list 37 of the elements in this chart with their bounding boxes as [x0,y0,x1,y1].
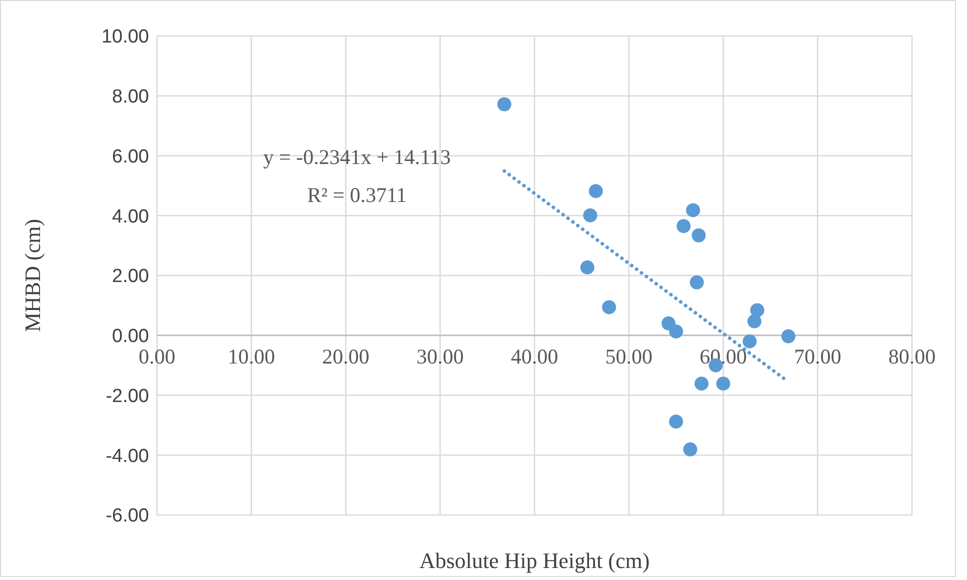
point [750,303,764,318]
x-tick-label: 70.00 [794,344,842,368]
x-axis-title: Absolute Hip Height (cm) [419,548,650,573]
point [742,334,757,348]
x-tick-label: 80.00 [888,344,936,368]
y-axis-title: MHBD (cm) [20,218,45,332]
point [694,376,709,391]
y-tick-label: -4.00 [106,446,149,467]
point [669,414,684,429]
x-tick-label: 50.00 [605,344,652,368]
point [580,260,594,274]
point [686,203,700,218]
point [669,324,684,338]
y-tick-label: 4.00 [112,206,149,228]
y-tick-label: 2.00 [112,266,149,288]
point [676,219,691,234]
point [497,97,512,112]
y-tick-label: 10.00 [101,26,149,48]
x-tick-label: 30.00 [416,344,464,368]
point [602,300,616,314]
point [716,376,730,391]
y-tick-label: 8.00 [112,86,149,108]
point [588,184,603,198]
y-tick-label: 6.00 [112,146,149,168]
annotation: R² = 0.3711 [307,183,407,207]
point [583,208,598,222]
x-tick-label: 40.00 [510,344,558,368]
x-tick-label: 20.00 [322,344,370,368]
point [747,314,762,328]
point [690,275,704,290]
y-tick-label: -2.00 [106,386,149,407]
annotation: y = -0.2341x + 14.113 [263,145,451,169]
point [683,442,698,456]
x-tick-label: 10.00 [228,344,275,368]
point [692,228,706,242]
y-tick-label: -6.00 [106,506,149,527]
point [781,329,796,344]
